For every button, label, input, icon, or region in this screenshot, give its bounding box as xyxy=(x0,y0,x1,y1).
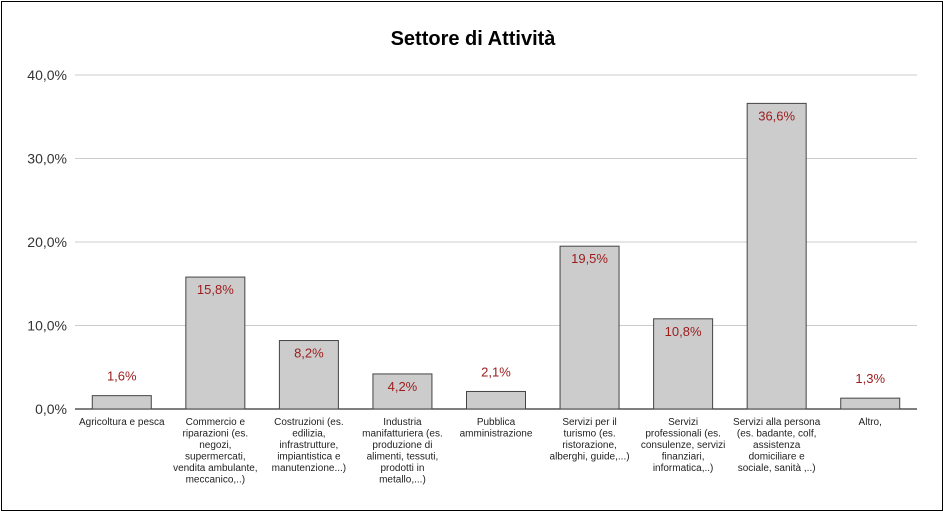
data-labels: 1,6% 15,8% 8,2% 4,2% 2,1% 19,5% 10,8% 36,6% 1,3% xyxy=(107,108,886,394)
bar xyxy=(466,390,526,410)
x-tick-label: Agricoltura e pesca xyxy=(79,417,165,428)
x-axis: Agricoltura e pesca Commercio e riparazion… xyxy=(79,417,882,486)
x-tick-label: Altro, xyxy=(859,417,882,428)
x-tick-label: Pubblica amministrazione xyxy=(460,417,533,440)
bar xyxy=(185,276,246,410)
bar xyxy=(278,340,339,410)
y-tick-label: 0,0% xyxy=(35,401,67,417)
data-label: 2,1% xyxy=(481,364,511,379)
bar xyxy=(746,102,807,410)
data-label: 36,6% xyxy=(758,108,795,123)
data-label: 10,8% xyxy=(665,324,702,339)
data-label: 1,6% xyxy=(107,369,137,384)
chart-title: Settore di Attività xyxy=(390,28,556,50)
x-tick-label: Servizi alla persona (es. badante, colf, a… xyxy=(733,417,821,474)
x-tick-label: Servizi per il turismo (es. ristorazione, a… xyxy=(550,417,630,463)
data-label: 15,8% xyxy=(197,282,234,297)
x-tick-label: Servizi professionali (es. consulenze, ser… xyxy=(641,417,725,474)
bar xyxy=(559,245,620,410)
bars xyxy=(91,102,901,410)
y-tick-label: 40,0% xyxy=(27,67,67,83)
bar xyxy=(840,397,901,410)
y-tick-label: 20,0% xyxy=(27,234,67,250)
bar xyxy=(653,318,714,410)
x-tick-label: Industria manifatturiera (es. produzione d… xyxy=(362,417,443,486)
bar xyxy=(372,373,433,410)
data-label: 1,3% xyxy=(855,371,885,386)
y-axis: 0,0% 10,0% 20,0% 30,0% 40,0% xyxy=(27,67,67,417)
data-label: 8,2% xyxy=(294,346,324,361)
y-tick-label: 10,0% xyxy=(27,318,67,334)
bar xyxy=(91,395,152,410)
data-label: 4,2% xyxy=(388,379,418,394)
x-tick-label: Commercio e riparazioni (es. negozi, superm… xyxy=(173,417,258,486)
x-tick-label: Costruzioni (es. edilizia, infrastrutture,… xyxy=(272,417,347,474)
y-tick-label: 30,0% xyxy=(27,151,67,167)
data-label: 19,5% xyxy=(571,251,608,266)
